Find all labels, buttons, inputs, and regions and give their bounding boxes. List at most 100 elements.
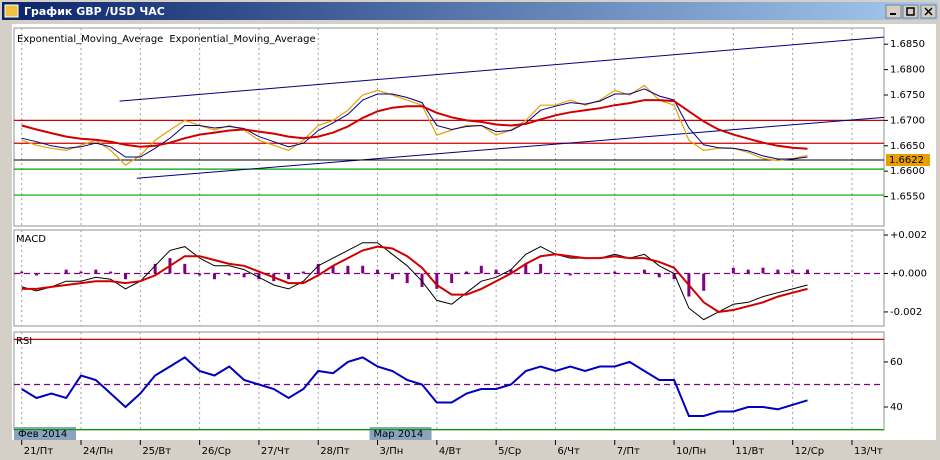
x-tick-label: 11/Вт (735, 446, 764, 457)
histogram-bar (450, 273, 454, 284)
histogram-bar (257, 273, 261, 280)
close-icon (924, 7, 933, 16)
x-tick-label: 21/Пт (24, 446, 54, 457)
histogram-bar (717, 273, 721, 274)
y-tick-label: 1.6600 (890, 166, 925, 177)
histogram-bar (805, 269, 809, 274)
histogram-bar (524, 263, 528, 274)
x-tick-label: 13/Чт (854, 446, 883, 457)
histogram-bar (109, 271, 113, 274)
panel-title: RSI (16, 336, 32, 347)
histogram-bar (153, 263, 157, 274)
minimize-button[interactable] (885, 4, 902, 19)
x-tick-label: 26/Ср (202, 446, 231, 457)
histogram-bar (390, 273, 394, 280)
histogram-bar (776, 269, 780, 274)
y-tick-label: 1.6700 (890, 115, 925, 126)
histogram-bar (405, 273, 409, 284)
y-tick-label: +0.002 (890, 230, 927, 241)
window-title: График GBP /USD ЧАС (24, 5, 165, 18)
histogram-bar (479, 265, 483, 274)
histogram-bar (138, 273, 142, 274)
x-tick-label: 5/Ср (498, 446, 521, 457)
histogram-bar (553, 273, 557, 274)
maximize-button[interactable] (902, 4, 919, 19)
series-line (21, 88, 808, 160)
histogram-bar (316, 263, 320, 274)
series-line (21, 99, 808, 150)
histogram-bar (346, 265, 350, 274)
period-label: Мар 2014 (374, 429, 424, 440)
y-tick-label: +0.000 (890, 268, 927, 279)
maximize-icon (906, 7, 915, 16)
y-tick-label: 1.6800 (890, 65, 925, 76)
legend-entry: Exponential_Moving_Average (169, 34, 315, 45)
y-tick-label: 1.6850 (890, 39, 925, 50)
x-tick-label: 4/Вт (439, 446, 462, 457)
y-tick-label: 1.6550 (890, 192, 925, 203)
histogram-bar (731, 267, 735, 274)
histogram-bar (672, 273, 676, 280)
y-tick-label: 1.6750 (890, 90, 925, 101)
x-tick-label: 27/Чт (261, 446, 290, 457)
y-tick-label: 40 (890, 402, 903, 413)
window-icon (4, 4, 19, 18)
histogram-bar (123, 273, 127, 280)
x-tick-label: 10/Пн (676, 446, 706, 457)
histogram-bar (35, 273, 39, 276)
histogram-bar (746, 269, 750, 274)
window-buttons (885, 4, 937, 19)
series-line (21, 84, 808, 166)
x-tick-label: 24/Пн (83, 446, 113, 457)
histogram-bar (464, 271, 468, 274)
legend-entry: Exponential_Moving_Average (17, 34, 163, 45)
y-tick-label: 1.6650 (890, 141, 925, 152)
histogram-bar (568, 273, 572, 276)
macd-panel (13, 229, 885, 327)
histogram-bar (642, 269, 646, 274)
histogram-bar (435, 273, 439, 289)
histogram-bar (420, 273, 424, 287)
histogram-bar (376, 269, 380, 274)
histogram-bar (49, 273, 53, 274)
x-tick-label: 7/Пт (617, 446, 640, 457)
series-line (21, 242, 808, 321)
histogram-bar (583, 273, 587, 274)
price-label: 1.6622 (889, 155, 924, 166)
histogram-bar (183, 263, 187, 274)
series-line (21, 245, 808, 313)
histogram-bar (598, 273, 602, 274)
x-tick-label: 25/Вт (142, 446, 171, 457)
x-tick-label: 12/Ср (795, 446, 824, 457)
trend-line (119, 36, 885, 102)
histogram-bar (64, 269, 68, 274)
histogram-bar (287, 273, 291, 280)
histogram-bar (361, 265, 365, 274)
histogram-bar (301, 271, 305, 274)
histogram-bar (198, 273, 202, 276)
x-tick-label: 3/Пн (380, 446, 404, 457)
histogram-bar (212, 273, 216, 280)
histogram-bar (702, 273, 706, 291)
histogram-bar (539, 263, 543, 274)
histogram-bar (657, 273, 661, 278)
price-panel (13, 27, 885, 227)
x-tick-label: 28/Пт (320, 446, 350, 457)
histogram-bar (79, 271, 83, 274)
histogram-bar (94, 269, 98, 274)
histogram-bar (494, 269, 498, 274)
panel-title: MACD (16, 234, 46, 245)
histogram-bar (331, 265, 335, 274)
x-tick-label: 6/Чт (557, 446, 580, 457)
price-label-box (886, 154, 930, 166)
period-label-box (369, 427, 432, 440)
period-label: Фев 2014 (18, 429, 67, 440)
y-tick-label: 60 (890, 357, 903, 368)
histogram-bar (509, 269, 513, 274)
histogram-bar (628, 273, 632, 274)
histogram-bar (613, 271, 617, 274)
histogram-bar (791, 269, 795, 274)
histogram-bar (761, 267, 765, 274)
histogram-bar (227, 273, 231, 276)
